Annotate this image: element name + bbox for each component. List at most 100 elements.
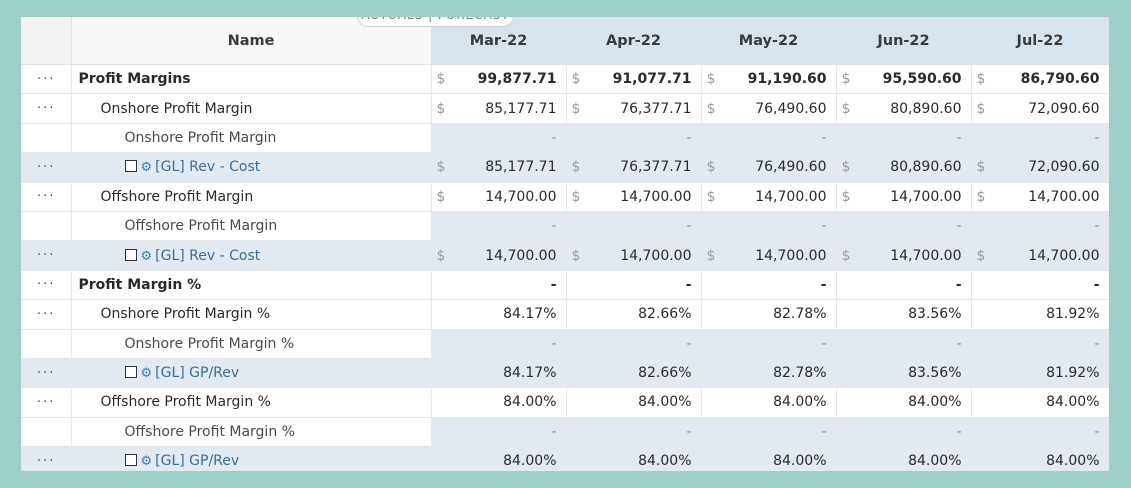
gear-icon[interactable]: ⚙	[140, 366, 153, 382]
value-cell[interactable]: $14,700.00	[836, 182, 972, 212]
table-row[interactable]: ··· ⚙ [GL] GP/Rev 84.17% 82.66% 82.78% 83.56% 8…	[21, 358, 1109, 389]
value-cell[interactable]: 84.00%	[701, 387, 837, 418]
value-cell[interactable]: 82.66%	[566, 358, 702, 389]
value-cell[interactable]: $76,490.60	[701, 93, 837, 124]
value-cell[interactable]: -	[566, 329, 702, 359]
value-cell[interactable]: $14,700.00	[836, 240, 972, 271]
value-cell[interactable]: 82.78%	[701, 299, 837, 330]
value-cell[interactable]: -	[566, 270, 702, 301]
value-cell[interactable]: -	[566, 211, 702, 242]
table-row[interactable]: ··· Profit Margin % - - - - -	[21, 270, 1109, 301]
value-cell[interactable]: 84.17%	[431, 299, 567, 330]
row-name[interactable]: ⚙ [GL] GP/Rev	[79, 365, 239, 382]
table-row[interactable]: ··· Onshore Profit Margin % 84.17% 82.66% 82…	[21, 299, 1109, 330]
row-menu-button[interactable]: ···	[21, 299, 72, 330]
table-row[interactable]: ··· ⚙ [GL] GP/Rev 84.00% 84.00% 84.00% 84.00% 8…	[21, 446, 1109, 471]
table-row[interactable]: Offshore Profit Margin - - - - -	[21, 211, 1109, 242]
column-header-month[interactable]: Jul-22	[971, 17, 1109, 65]
column-header-month[interactable]: Jun-22	[836, 17, 972, 65]
row-name[interactable]: ⚙ [GL] Rev - Cost	[79, 248, 260, 264]
row-checkbox[interactable]	[124, 248, 137, 261]
value-cell[interactable]: $14,700.00	[701, 182, 837, 212]
value-cell[interactable]: $14,700.00	[971, 240, 1109, 271]
value-cell[interactable]: -	[836, 270, 972, 301]
value-cell[interactable]: -	[971, 123, 1109, 154]
value-cell[interactable]: 83.56%	[836, 299, 972, 330]
value-cell[interactable]: $80,890.60	[836, 152, 972, 183]
gear-icon[interactable]: ⚙	[140, 160, 153, 176]
row-menu-button[interactable]: ···	[21, 358, 72, 389]
value-cell[interactable]: $72,090.60	[971, 152, 1109, 183]
row-menu-button[interactable]: ···	[21, 270, 72, 301]
value-cell[interactable]: $14,700.00	[431, 182, 567, 212]
row-menu-button[interactable]: ···	[21, 64, 72, 95]
value-cell[interactable]: -	[566, 123, 702, 154]
value-cell[interactable]: $14,700.00	[971, 182, 1109, 212]
value-cell[interactable]: 84.00%	[971, 387, 1109, 418]
gear-icon[interactable]: ⚙	[140, 454, 153, 470]
value-cell[interactable]: -	[836, 211, 972, 242]
column-header-month[interactable]: Apr-22	[566, 17, 702, 65]
value-cell[interactable]: $95,590.60	[836, 64, 972, 95]
table-row[interactable]: Onshore Profit Margin - - - - -	[21, 123, 1109, 154]
value-cell[interactable]: 84.00%	[566, 387, 702, 418]
value-cell[interactable]: $86,790.60	[971, 64, 1109, 95]
table-row[interactable]: Onshore Profit Margin % - - - - -	[21, 329, 1109, 359]
value-cell[interactable]: $14,700.00	[431, 240, 567, 271]
row-menu-button[interactable]: ···	[21, 182, 72, 212]
value-cell[interactable]: 81.92%	[971, 299, 1109, 330]
value-cell[interactable]: -	[836, 417, 972, 448]
row-menu-button[interactable]: ···	[21, 93, 72, 124]
value-cell[interactable]: $14,700.00	[566, 240, 702, 271]
value-cell[interactable]: 84.00%	[431, 387, 567, 418]
value-cell[interactable]: $14,700.00	[566, 182, 702, 212]
value-cell[interactable]: 84.00%	[566, 446, 702, 471]
table-row[interactable]: Offshore Profit Margin % - - - - -	[21, 417, 1109, 448]
row-name[interactable]: ⚙ [GL] GP/Rev	[79, 453, 239, 470]
table-row[interactable]: ··· ⚙ [GL] Rev - Cost $14,700.00 $14,700.00 $…	[21, 240, 1109, 271]
value-cell[interactable]: $85,177.71	[431, 93, 567, 124]
value-cell[interactable]: -	[431, 270, 567, 301]
value-cell[interactable]: -	[431, 329, 567, 359]
value-cell[interactable]: -	[836, 329, 972, 359]
row-menu-button[interactable]: ···	[21, 240, 72, 271]
row-checkbox[interactable]	[124, 366, 137, 379]
value-cell[interactable]: 82.66%	[566, 299, 702, 330]
value-cell[interactable]: 84.00%	[431, 446, 567, 471]
value-cell[interactable]: -	[566, 417, 702, 448]
value-cell[interactable]: -	[971, 270, 1109, 301]
value-cell[interactable]: $76,377.71	[566, 93, 702, 124]
value-cell[interactable]: -	[701, 211, 837, 242]
table-row[interactable]: ··· Onshore Profit Margin $85,177.71 $76,37…	[21, 93, 1109, 124]
value-cell[interactable]: 81.92%	[971, 358, 1109, 389]
table-row[interactable]: ··· Profit Margins $99,877.71 $91,077.71 $91…	[21, 64, 1109, 95]
row-name[interactable]: ⚙ [GL] Rev - Cost	[79, 159, 260, 176]
row-menu-button[interactable]: ···	[21, 446, 72, 471]
value-cell[interactable]: $76,377.71	[566, 152, 702, 183]
table-row[interactable]: ··· ⚙ [GL] Rev - Cost $85,177.71 $76,377.71 $…	[21, 152, 1109, 183]
value-cell[interactable]: 83.56%	[836, 358, 972, 389]
value-cell[interactable]: -	[431, 211, 567, 242]
value-cell[interactable]: $91,190.60	[701, 64, 837, 95]
value-cell[interactable]: -	[701, 123, 837, 154]
row-menu-button[interactable]: ···	[21, 387, 72, 418]
row-menu-button[interactable]: ···	[21, 152, 72, 183]
value-cell[interactable]: 84.00%	[701, 446, 837, 471]
value-cell[interactable]: 82.78%	[701, 358, 837, 389]
value-cell[interactable]: -	[431, 417, 567, 448]
row-checkbox[interactable]	[124, 454, 137, 467]
value-cell[interactable]: -	[701, 270, 837, 301]
value-cell[interactable]: $80,890.60	[836, 93, 972, 124]
value-cell[interactable]: -	[836, 123, 972, 154]
gear-icon[interactable]: ⚙	[140, 248, 153, 264]
table-row[interactable]: ··· Offshore Profit Margin % 84.00% 84.00% 8…	[21, 387, 1109, 418]
value-cell[interactable]: 84.17%	[431, 358, 567, 389]
value-cell[interactable]: -	[431, 123, 567, 154]
value-cell[interactable]: -	[971, 211, 1109, 242]
value-cell[interactable]: $85,177.71	[431, 152, 567, 183]
value-cell[interactable]: $76,490.60	[701, 152, 837, 183]
column-header-month[interactable]: May-22	[701, 17, 837, 65]
value-cell[interactable]: -	[701, 329, 837, 359]
value-cell[interactable]: $99,877.71	[431, 64, 567, 95]
value-cell[interactable]: -	[701, 417, 837, 448]
